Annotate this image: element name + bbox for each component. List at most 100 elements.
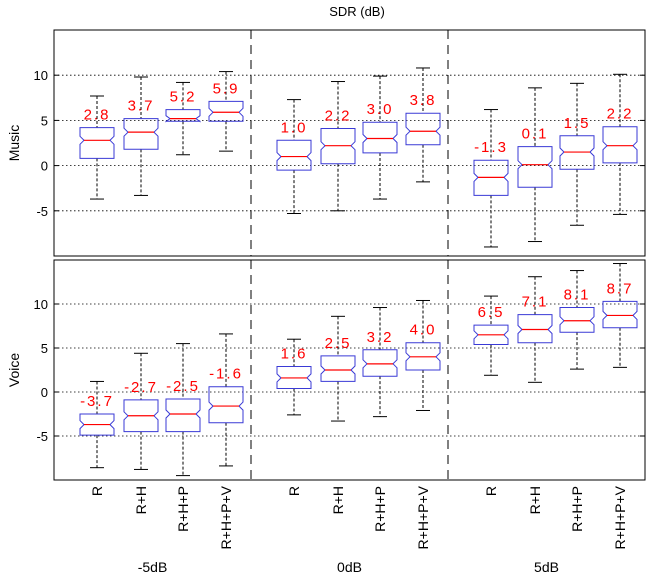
median-value-label: -2.7 xyxy=(124,379,158,396)
box-body xyxy=(276,139,312,171)
x-tick-label: R+H+P xyxy=(569,486,585,532)
median-value-label: -2.5 xyxy=(166,378,200,395)
box-r-h: 2.2 xyxy=(320,81,356,212)
x-tick-label: R xyxy=(89,486,105,496)
box-body xyxy=(320,355,356,382)
box-r-h: -2.7 xyxy=(123,352,159,470)
box-r: 2.8 xyxy=(79,95,115,200)
box-r: 6.5 xyxy=(473,295,509,376)
x-tick-label: R+H xyxy=(330,486,346,514)
box-r-h-p-v: 8.7 xyxy=(602,263,638,368)
box-r-h: 7.1 xyxy=(517,276,553,383)
x-tick-label: R+H+P+V xyxy=(612,485,628,549)
group-label: 5dB xyxy=(534,559,559,575)
median-value-label: 1.0 xyxy=(281,119,308,136)
box-r-h: 0.1 xyxy=(517,87,553,243)
box-r-h-p-v: 3.8 xyxy=(405,67,441,183)
median-value-label: 2.2 xyxy=(607,106,634,123)
box-body xyxy=(79,413,115,436)
group-label: -5dB xyxy=(138,559,168,575)
median-value-label: 1.6 xyxy=(281,345,308,362)
y-axis-label: Music xyxy=(6,125,22,162)
x-tick-label: R+H xyxy=(133,486,149,514)
y-axis-label: Voice xyxy=(6,353,22,387)
box-r-h: 3.7 xyxy=(123,76,159,196)
median-value-label: 6.5 xyxy=(478,304,505,321)
panel-music: -5 0 5 10 Music 2.8 3.7 5.2 5.9 1.0 2.2 3.0 3.8 -1.3 0… xyxy=(6,29,646,257)
x-tick-label: R+H+P xyxy=(175,486,191,532)
box-body xyxy=(208,386,244,424)
y-tick-label: 5 xyxy=(41,341,48,356)
median-value-label: 7.1 xyxy=(522,294,549,311)
panels: -5 0 5 10 Music 2.8 3.7 5.2 5.9 1.0 2.2 3.0 3.8 -1.3 0… xyxy=(6,29,646,481)
box-body xyxy=(473,159,509,196)
y-tick-label: 5 xyxy=(41,113,48,128)
box-r-h-p: 3.0 xyxy=(362,75,398,200)
box-body xyxy=(517,314,553,344)
box-r-h-p-v: -1.6 xyxy=(208,333,244,467)
box-body xyxy=(405,112,441,146)
median-value-label: 2.2 xyxy=(325,108,352,125)
x-tick-label: R xyxy=(483,486,499,496)
box-body xyxy=(362,349,398,377)
median-value-label: 0.1 xyxy=(522,126,549,143)
x-tick-label: R+H+P+V xyxy=(415,485,431,549)
group-label: 0dB xyxy=(337,559,362,575)
median-value-label: 3.2 xyxy=(367,329,394,346)
box-body xyxy=(405,342,441,371)
box-body xyxy=(276,366,312,389)
y-tick-label: 10 xyxy=(34,297,48,312)
box-body xyxy=(559,307,595,333)
box-r-h-p: 8.1 xyxy=(559,270,595,370)
median-value-label: 2.5 xyxy=(325,335,352,352)
x-tick-label: R+H xyxy=(527,486,543,514)
y-tick-label: 0 xyxy=(41,385,48,400)
panel-voice: -5 0 5 10 Voice -3.7 -2.7 -2.5 -1.6 1.6 2.5 3.2 4.0 6… xyxy=(6,259,646,481)
x-axis-labels: R R+H R+H+P R+H+P+V -5dB R R+H R+H+P R+H+P+V 0dB R… xyxy=(89,485,628,575)
y-tick-label: -5 xyxy=(36,429,48,444)
box-r: 1.6 xyxy=(276,338,312,416)
x-tick-label: R+H+P+V xyxy=(218,485,234,549)
figure-title: SDR (dB) xyxy=(329,4,385,19)
y-tick-label: 10 xyxy=(34,68,48,83)
box-body xyxy=(320,128,356,165)
box-r-h-p: 3.2 xyxy=(362,307,398,418)
box-r-h: 2.5 xyxy=(320,315,356,422)
box-body xyxy=(165,398,201,433)
median-value-label: -1.3 xyxy=(474,139,508,156)
x-tick-label: R+H+P xyxy=(372,486,388,532)
median-value-label: -3.7 xyxy=(80,393,114,410)
median-value-label: 8.7 xyxy=(607,280,634,297)
x-tick-label: R xyxy=(286,486,302,496)
box-r-h-p: 5.2 xyxy=(165,81,201,156)
box-r-h-p-v: 2.2 xyxy=(602,73,638,215)
box-body xyxy=(602,300,638,329)
median-value-label: -1.6 xyxy=(209,366,243,383)
median-value-label: 8.1 xyxy=(564,287,591,304)
median-value-label: 3.7 xyxy=(128,98,155,115)
median-value-label: 3.8 xyxy=(410,92,437,109)
box-body xyxy=(362,121,398,154)
box-r-h-p-v: 4.0 xyxy=(405,299,441,411)
box-r-h-p: -2.5 xyxy=(165,343,201,477)
box-body xyxy=(208,100,244,122)
box-body xyxy=(123,118,159,150)
box-body xyxy=(559,135,595,170)
median-value-label: 2.8 xyxy=(84,107,111,124)
median-value-label: 1.5 xyxy=(564,115,591,132)
median-value-label: 4.0 xyxy=(410,322,437,339)
box-r: -3.7 xyxy=(79,380,115,469)
axes-frame xyxy=(53,259,646,481)
box-body xyxy=(123,399,159,433)
y-tick-label: 0 xyxy=(41,159,48,174)
box-body xyxy=(517,146,553,188)
box-body xyxy=(165,109,201,123)
box-r-h-p: 1.5 xyxy=(559,82,595,226)
box-body xyxy=(602,126,638,164)
axes-frame xyxy=(53,29,646,257)
y-tick-label: -5 xyxy=(36,204,48,219)
median-value-label: 3.0 xyxy=(367,101,394,118)
box-r-h-p-v: 5.9 xyxy=(208,71,244,152)
box-r: -1.3 xyxy=(473,109,509,248)
